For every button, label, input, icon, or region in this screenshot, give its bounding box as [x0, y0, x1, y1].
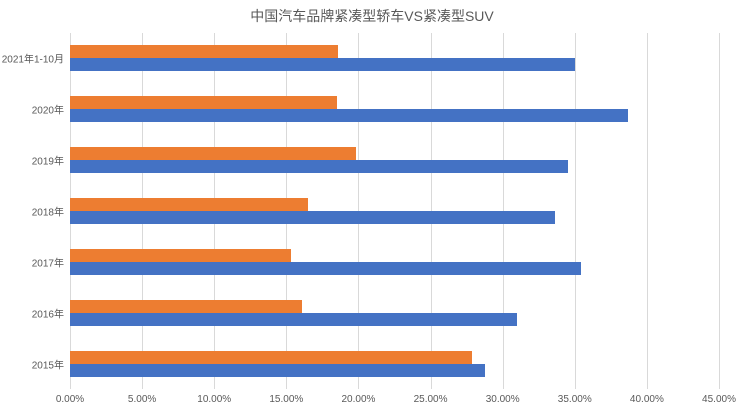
x-axis-tick-label: 40.00%	[629, 394, 664, 405]
x-axis: 0.00% 5.00% 10.00% 15.00% 20.00% 25.00% 30.00%…	[56, 394, 736, 408]
bar-blue	[70, 211, 555, 224]
category-row: 2017年	[32, 236, 719, 287]
bar-blue	[70, 160, 568, 174]
chart-title: 中国汽车品牌紧凑型轿车VS紧凑型SUV	[250, 8, 494, 24]
x-axis-tick-label: 5.00%	[127, 394, 157, 405]
x-axis-tick-label: 35.00%	[557, 394, 592, 405]
plot-area: 2021年1-10月 2020年 2019年 2018年 2017年 2016年 2015年	[2, 33, 720, 389]
category-row: 2021年1-10月	[2, 33, 719, 84]
category-row: 2019年	[32, 135, 719, 186]
bar-orange	[70, 45, 339, 59]
bar-orange	[70, 96, 337, 110]
bar-blue	[70, 363, 486, 377]
y-axis-category-label: 2017年	[31, 258, 64, 270]
x-axis-tick-label: 10.00%	[197, 394, 232, 405]
y-axis-category-label: 2021年1-10月	[1, 54, 64, 66]
bar-orange	[70, 198, 308, 211]
y-axis-category-label: 2020年	[31, 105, 64, 117]
x-axis-tick-label: 15.00%	[269, 394, 304, 405]
gridline	[574, 33, 576, 389]
bar-blue	[70, 312, 518, 326]
y-axis-category-label: 2018年	[31, 207, 64, 219]
bar-orange	[70, 147, 356, 161]
y-axis-category-label: 2016年	[31, 309, 64, 321]
category-row: 2015年	[32, 338, 719, 389]
gridline	[646, 33, 648, 389]
category-row: 2020年	[32, 84, 719, 135]
bar-orange	[70, 299, 303, 313]
y-axis-category-label: 2019年	[31, 156, 64, 168]
x-axis-tick-label: 20.00%	[341, 394, 376, 405]
bar-orange	[70, 350, 473, 364]
bar-blue	[70, 58, 575, 72]
category-row: 2018年	[32, 186, 719, 237]
bar-orange	[70, 248, 291, 262]
x-axis-tick-label: 0.00%	[55, 394, 85, 405]
x-axis-tick-label: 25.00%	[413, 394, 448, 405]
category-row: 2016年	[32, 287, 719, 338]
bar-blue	[70, 109, 629, 123]
gridline	[719, 33, 720, 389]
y-axis-category-label: 2015年	[31, 360, 64, 372]
x-axis-tick-label: 30.00%	[485, 394, 520, 405]
x-axis-tick-label: 45.00%	[702, 394, 736, 405]
bar-blue	[70, 261, 581, 275]
